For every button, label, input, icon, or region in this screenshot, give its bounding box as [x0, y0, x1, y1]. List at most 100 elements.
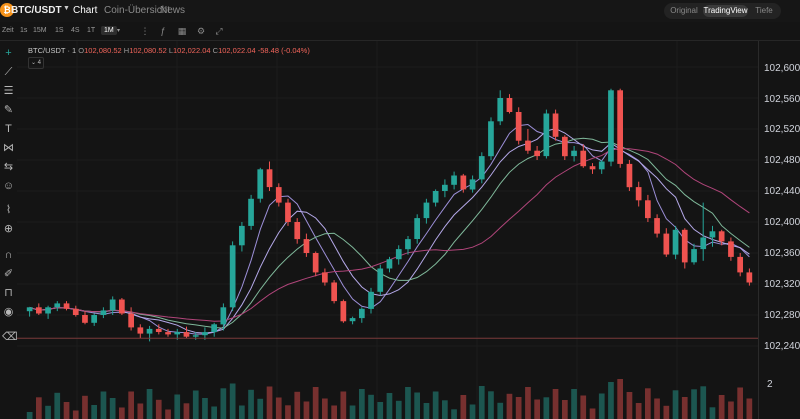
pattern-icon[interactable]: ⋈	[3, 142, 14, 154]
volume-bar	[488, 391, 494, 419]
screenshot-icon[interactable]: ⤢	[215, 26, 223, 36]
chevron-down-icon[interactable]: ▾	[117, 28, 121, 34]
volume-bar	[211, 406, 217, 419]
candle-body	[506, 98, 513, 112]
crosshair-icon[interactable]: +	[5, 47, 12, 59]
candle-body	[515, 112, 522, 141]
candles	[26, 88, 753, 342]
candle-body	[266, 169, 273, 188]
candle-body	[608, 90, 614, 162]
candle-body	[72, 308, 79, 315]
legend-title: BTC/USDT · 1	[28, 46, 77, 55]
trendline-icon[interactable]: ⟋	[4, 66, 13, 78]
tab-news[interactable]: News	[160, 5, 186, 16]
volume-bar	[174, 394, 181, 419]
ruler-icon[interactable]: ⌇	[5, 204, 12, 216]
candle-body	[442, 184, 448, 191]
zoom-icon[interactable]: ⊕	[3, 223, 14, 235]
volume-bar	[395, 400, 402, 419]
price-axis[interactable]: 102,600 102,560 102,520 102,480 102,440 …	[758, 41, 800, 419]
view-tradingview[interactable]: TradingView	[703, 5, 748, 17]
layout-icon[interactable]: ▦	[177, 26, 187, 36]
volume-bar	[45, 405, 51, 419]
text-icon[interactable]: T	[5, 123, 12, 135]
ohlc-legend: BTC/USDT · 1 O102,080.52 H102,080.52 L10…	[28, 46, 310, 55]
price-label: 102,240	[764, 341, 800, 352]
candle-body	[257, 169, 264, 199]
interval-15m[interactable]: 15M	[33, 27, 47, 34]
interval-1m[interactable]: 1M	[101, 26, 117, 35]
eye-icon[interactable]: ◉	[3, 306, 14, 318]
measure-icon[interactable]: ⇆	[3, 161, 14, 173]
price-label: 102,400	[764, 217, 800, 228]
candle-body	[349, 318, 356, 322]
lock-drawing-icon[interactable]: ✐	[3, 268, 14, 280]
volume-bar	[155, 399, 162, 419]
volume-bar	[598, 393, 605, 419]
settings-icon[interactable]: ⚙	[196, 26, 206, 36]
high-label: H	[123, 46, 130, 55]
volume-bar	[54, 392, 61, 419]
chevron-down-icon: ⌄	[30, 60, 36, 66]
interval-1t[interactable]: 1T	[87, 27, 96, 34]
lock-icon[interactable]: ⊓	[4, 287, 13, 299]
candle-body	[478, 156, 485, 180]
candle-body	[377, 268, 384, 292]
volume-bar	[63, 402, 70, 419]
volume-bar	[571, 389, 577, 419]
candle-body	[460, 175, 467, 190]
volume-bar	[36, 397, 42, 419]
chevron-down-icon[interactable]: ▼	[63, 5, 70, 12]
candle-body	[285, 202, 291, 222]
candle-body	[469, 179, 476, 190]
volume-bar	[478, 386, 485, 419]
candle-body	[183, 332, 190, 337]
collapse-indicators-button[interactable]: ⌄ 4	[28, 57, 44, 69]
price-label: 102,600	[764, 63, 800, 74]
volume-bar	[635, 403, 642, 419]
symbol-selector[interactable]: BTC/USDT	[11, 5, 62, 16]
emoji-icon[interactable]: ☺	[2, 180, 15, 192]
candle-body	[423, 202, 430, 219]
view-depth[interactable]: Tiefe	[755, 6, 773, 15]
tab-coin-overview[interactable]: Coin-Übersicht	[104, 5, 171, 16]
close-label: C	[212, 46, 219, 55]
change-value: -58.48 (-0.04%)	[257, 46, 310, 55]
volume-bar	[442, 400, 448, 419]
volume-bar	[737, 387, 743, 419]
candle-body	[36, 307, 42, 314]
volume-bar	[589, 408, 596, 419]
volume-bar	[128, 391, 134, 419]
candle-body	[580, 150, 587, 167]
horizontal-lines-icon[interactable]: ☰	[3, 85, 14, 97]
candle-body	[359, 308, 365, 319]
magnet-icon[interactable]: ∩	[4, 249, 13, 261]
moving-averages	[29, 123, 750, 335]
candle-body	[146, 328, 153, 334]
price-chart[interactable]	[17, 41, 758, 419]
trash-icon[interactable]: ⌫	[2, 331, 18, 343]
interval-1s[interactable]: 1s	[20, 27, 28, 34]
volume-bar	[506, 393, 513, 419]
candle-body	[617, 90, 623, 164]
candle-type-icon[interactable]: ⋮	[140, 26, 150, 36]
interval-4s[interactable]: 4S	[71, 27, 80, 34]
candle-body	[571, 150, 577, 157]
candle-body	[451, 175, 457, 185]
volume-bar	[681, 397, 688, 419]
tab-chart[interactable]: Chart	[73, 5, 98, 16]
candle-body	[91, 315, 97, 323]
view-original[interactable]: Original	[670, 6, 698, 15]
price-label: 102,440	[764, 186, 800, 197]
candle-body	[322, 272, 328, 283]
brush-icon[interactable]: ✎	[3, 104, 14, 116]
candle-body	[54, 303, 61, 308]
indicators-icon[interactable]: ƒ	[160, 26, 166, 36]
volume-bar	[229, 383, 236, 419]
price-label: 102,320	[764, 279, 800, 290]
volume-bar	[562, 400, 568, 419]
interval-1s-upper[interactable]: 1S	[55, 27, 64, 34]
volume-bar	[580, 395, 587, 419]
volume-bar	[91, 405, 97, 419]
volume-bar	[654, 398, 660, 419]
